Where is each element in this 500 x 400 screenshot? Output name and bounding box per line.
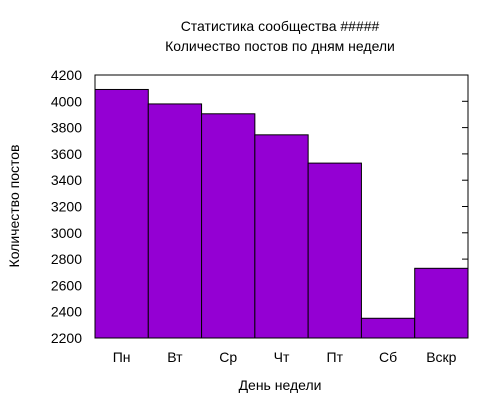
x-tick-label: Ср [219, 349, 237, 365]
x-tick-label: Вскр [426, 349, 456, 365]
bar-3 [254, 134, 309, 339]
bar-2 [201, 113, 256, 339]
chart-subtitle: Количество постов по дням недели [165, 38, 395, 54]
y-tick-label: 2600 [51, 277, 82, 293]
bar-5 [360, 317, 416, 339]
y-axis-label: Количество постов [6, 145, 22, 268]
bar-0 [94, 88, 149, 339]
y-tick-label: 4000 [51, 93, 82, 109]
y-tick-label: 2200 [51, 330, 82, 346]
y-tick-label: 2800 [51, 251, 82, 267]
x-axis-label: День недели [239, 377, 322, 393]
bar-1 [147, 103, 203, 339]
y-tick-label: 3000 [51, 225, 82, 241]
x-tick-label: Пт [327, 349, 344, 365]
bars [94, 88, 469, 339]
y-tick-label: 3400 [51, 172, 82, 188]
bar-6 [414, 267, 469, 339]
y-tick-label: 3200 [51, 199, 82, 215]
x-tick-label: Сб [379, 349, 397, 365]
y-tick-label: 2400 [51, 304, 82, 320]
x-tick-label: Чт [274, 349, 290, 365]
x-axis: Пн Вт Ср Чт Пт Сб Вскр [113, 349, 457, 365]
y-tick-label: 3600 [51, 146, 82, 162]
y-tick-label: 4200 [51, 67, 82, 83]
bar-4 [307, 162, 362, 339]
chart-title: Статистика сообщества ##### [181, 18, 380, 34]
x-tick-label: Пн [113, 349, 131, 365]
plot-frame [94, 74, 469, 339]
y-tick-label: 3800 [51, 120, 82, 136]
x-tick-label: Вт [167, 349, 183, 365]
